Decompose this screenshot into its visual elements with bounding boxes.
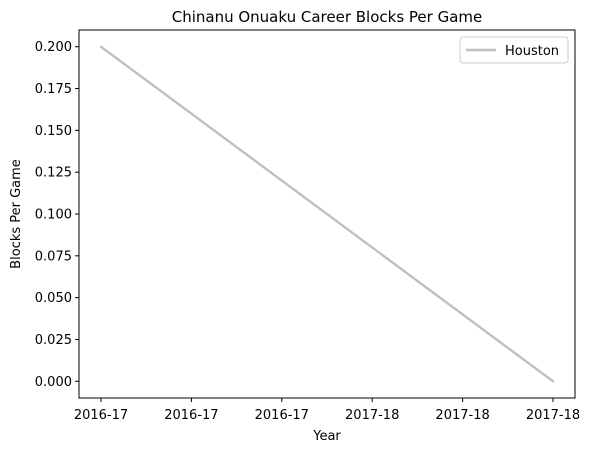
legend-label-houston: Houston xyxy=(505,44,559,59)
chart-title: Chinanu Onuaku Career Blocks Per Game xyxy=(172,8,483,26)
x-tick-label: 2016-17 xyxy=(74,408,128,423)
y-tick-label: 0.100 xyxy=(35,208,72,223)
x-axis: 2016-17 2016-17 2016-17 2017-18 2017-18 2017-… xyxy=(74,398,580,423)
legend: Houston xyxy=(459,36,569,64)
legend-box xyxy=(459,36,569,64)
y-tick-label: 0.125 xyxy=(35,166,72,181)
y-axis: 0.000 0.025 0.050 0.075 0.100 0.125 0.150 0.175… xyxy=(35,40,79,390)
y-tick-label: 0.050 xyxy=(35,291,72,306)
x-tick-label: 2016-17 xyxy=(164,408,218,423)
y-tick-label: 0.025 xyxy=(35,333,72,348)
y-axis-label: Blocks Per Game xyxy=(9,159,24,269)
y-tick-label: 0.150 xyxy=(35,124,72,139)
y-tick-label: 0.175 xyxy=(35,82,72,97)
x-axis-label: Year xyxy=(312,429,341,444)
y-tick-label: 0.075 xyxy=(35,249,72,264)
y-tick-label: 0.200 xyxy=(35,40,72,55)
x-tick-label: 2016-17 xyxy=(255,408,309,423)
x-tick-label: 2017-18 xyxy=(526,408,580,423)
y-tick-label: 0.000 xyxy=(35,375,72,390)
x-tick-label: 2017-18 xyxy=(435,408,489,423)
series-layer xyxy=(99,45,555,383)
x-tick-label: 2017-18 xyxy=(345,408,399,423)
series-line-houston xyxy=(99,45,555,383)
